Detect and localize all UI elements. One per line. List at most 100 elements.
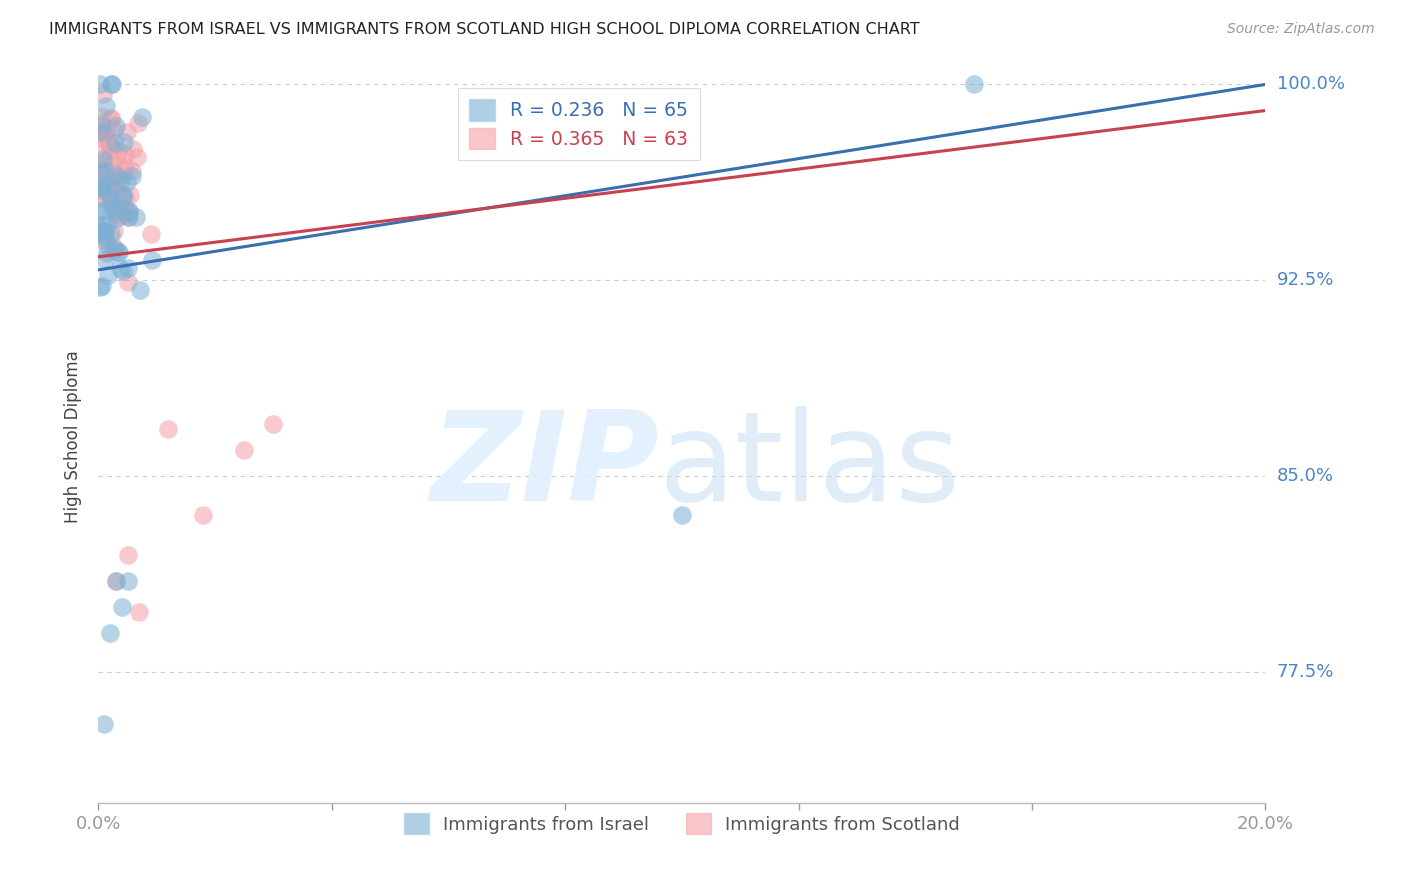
Point [100, 151, 122, 165]
Point [101, 200, 124, 214]
Point [108, 169, 131, 183]
Point [111, 599, 134, 614]
Point [89, 130, 111, 145]
Point [98, 178, 121, 193]
Point [104, 136, 127, 150]
Point [127, 149, 149, 163]
Point [157, 422, 180, 436]
Point [94, 223, 117, 237]
Point [111, 188, 134, 202]
Point [89, 202, 111, 217]
Point [97, 268, 120, 283]
Point [93, 179, 115, 194]
Point [139, 227, 162, 241]
Point [105, 150, 128, 164]
Point [98, 189, 121, 203]
Point [115, 175, 138, 189]
Text: 85.0%: 85.0% [1277, 467, 1333, 485]
Point [104, 206, 127, 220]
Point [93, 167, 115, 181]
Point [233, 443, 256, 458]
Point [105, 168, 128, 182]
Point [262, 417, 284, 431]
Point [94, 124, 117, 138]
Point [128, 605, 150, 619]
Point [104, 574, 127, 588]
Point [101, 165, 124, 179]
Point [118, 211, 141, 225]
Point [104, 574, 127, 588]
Point [100, 78, 122, 92]
Point [90, 125, 112, 139]
Point [120, 187, 142, 202]
Point [127, 116, 149, 130]
Point [91, 218, 114, 232]
Text: 92.5%: 92.5% [1277, 271, 1334, 289]
Point [111, 264, 134, 278]
Point [104, 205, 127, 219]
Point [104, 119, 127, 133]
Point [111, 208, 134, 222]
Point [93, 717, 115, 731]
Point [111, 206, 134, 220]
Point [93, 154, 115, 169]
Point [90, 118, 112, 132]
Point [107, 144, 129, 158]
Point [114, 161, 136, 175]
Point [90, 178, 112, 193]
Point [110, 173, 132, 187]
Point [90, 223, 112, 237]
Point [125, 210, 148, 224]
Point [112, 202, 135, 217]
Point [100, 227, 122, 242]
Point [93, 230, 115, 244]
Point [962, 78, 984, 92]
Point [100, 111, 122, 125]
Point [118, 203, 141, 218]
Point [117, 204, 139, 219]
Point [121, 169, 143, 183]
Point [100, 195, 122, 210]
Point [121, 142, 143, 156]
Point [110, 261, 132, 276]
Point [89, 205, 111, 219]
Point [94, 185, 117, 199]
Point [90, 116, 112, 130]
Point [96, 245, 118, 260]
Point [121, 164, 143, 178]
Point [105, 178, 128, 192]
Point [96, 182, 118, 196]
Point [100, 191, 122, 205]
Point [91, 278, 114, 293]
Point [115, 125, 138, 139]
Point [114, 202, 136, 216]
Point [117, 574, 139, 588]
Point [117, 210, 139, 224]
Point [90, 147, 112, 161]
Point [89, 78, 111, 92]
Point [104, 242, 127, 256]
Point [96, 135, 118, 149]
Point [93, 163, 115, 178]
Point [103, 224, 125, 238]
Text: 100.0%: 100.0% [1277, 76, 1344, 94]
Text: IMMIGRANTS FROM ISRAEL VS IMMIGRANTS FROM SCOTLAND HIGH SCHOOL DIPLOMA CORRELATI: IMMIGRANTS FROM ISRAEL VS IMMIGRANTS FRO… [49, 22, 920, 37]
Point [112, 163, 135, 178]
Point [107, 245, 129, 260]
Point [131, 110, 153, 124]
Point [129, 283, 152, 297]
Point [671, 508, 693, 523]
Point [101, 78, 124, 92]
Point [97, 178, 120, 193]
Point [94, 98, 117, 112]
Point [117, 548, 139, 562]
Point [112, 190, 135, 204]
Point [93, 227, 115, 241]
Point [90, 233, 112, 247]
Point [103, 121, 125, 136]
Legend: Immigrants from Israel, Immigrants from Scotland: Immigrants from Israel, Immigrants from … [392, 803, 972, 845]
Point [98, 139, 121, 153]
Point [89, 165, 111, 179]
Point [103, 240, 125, 254]
Point [97, 135, 120, 149]
